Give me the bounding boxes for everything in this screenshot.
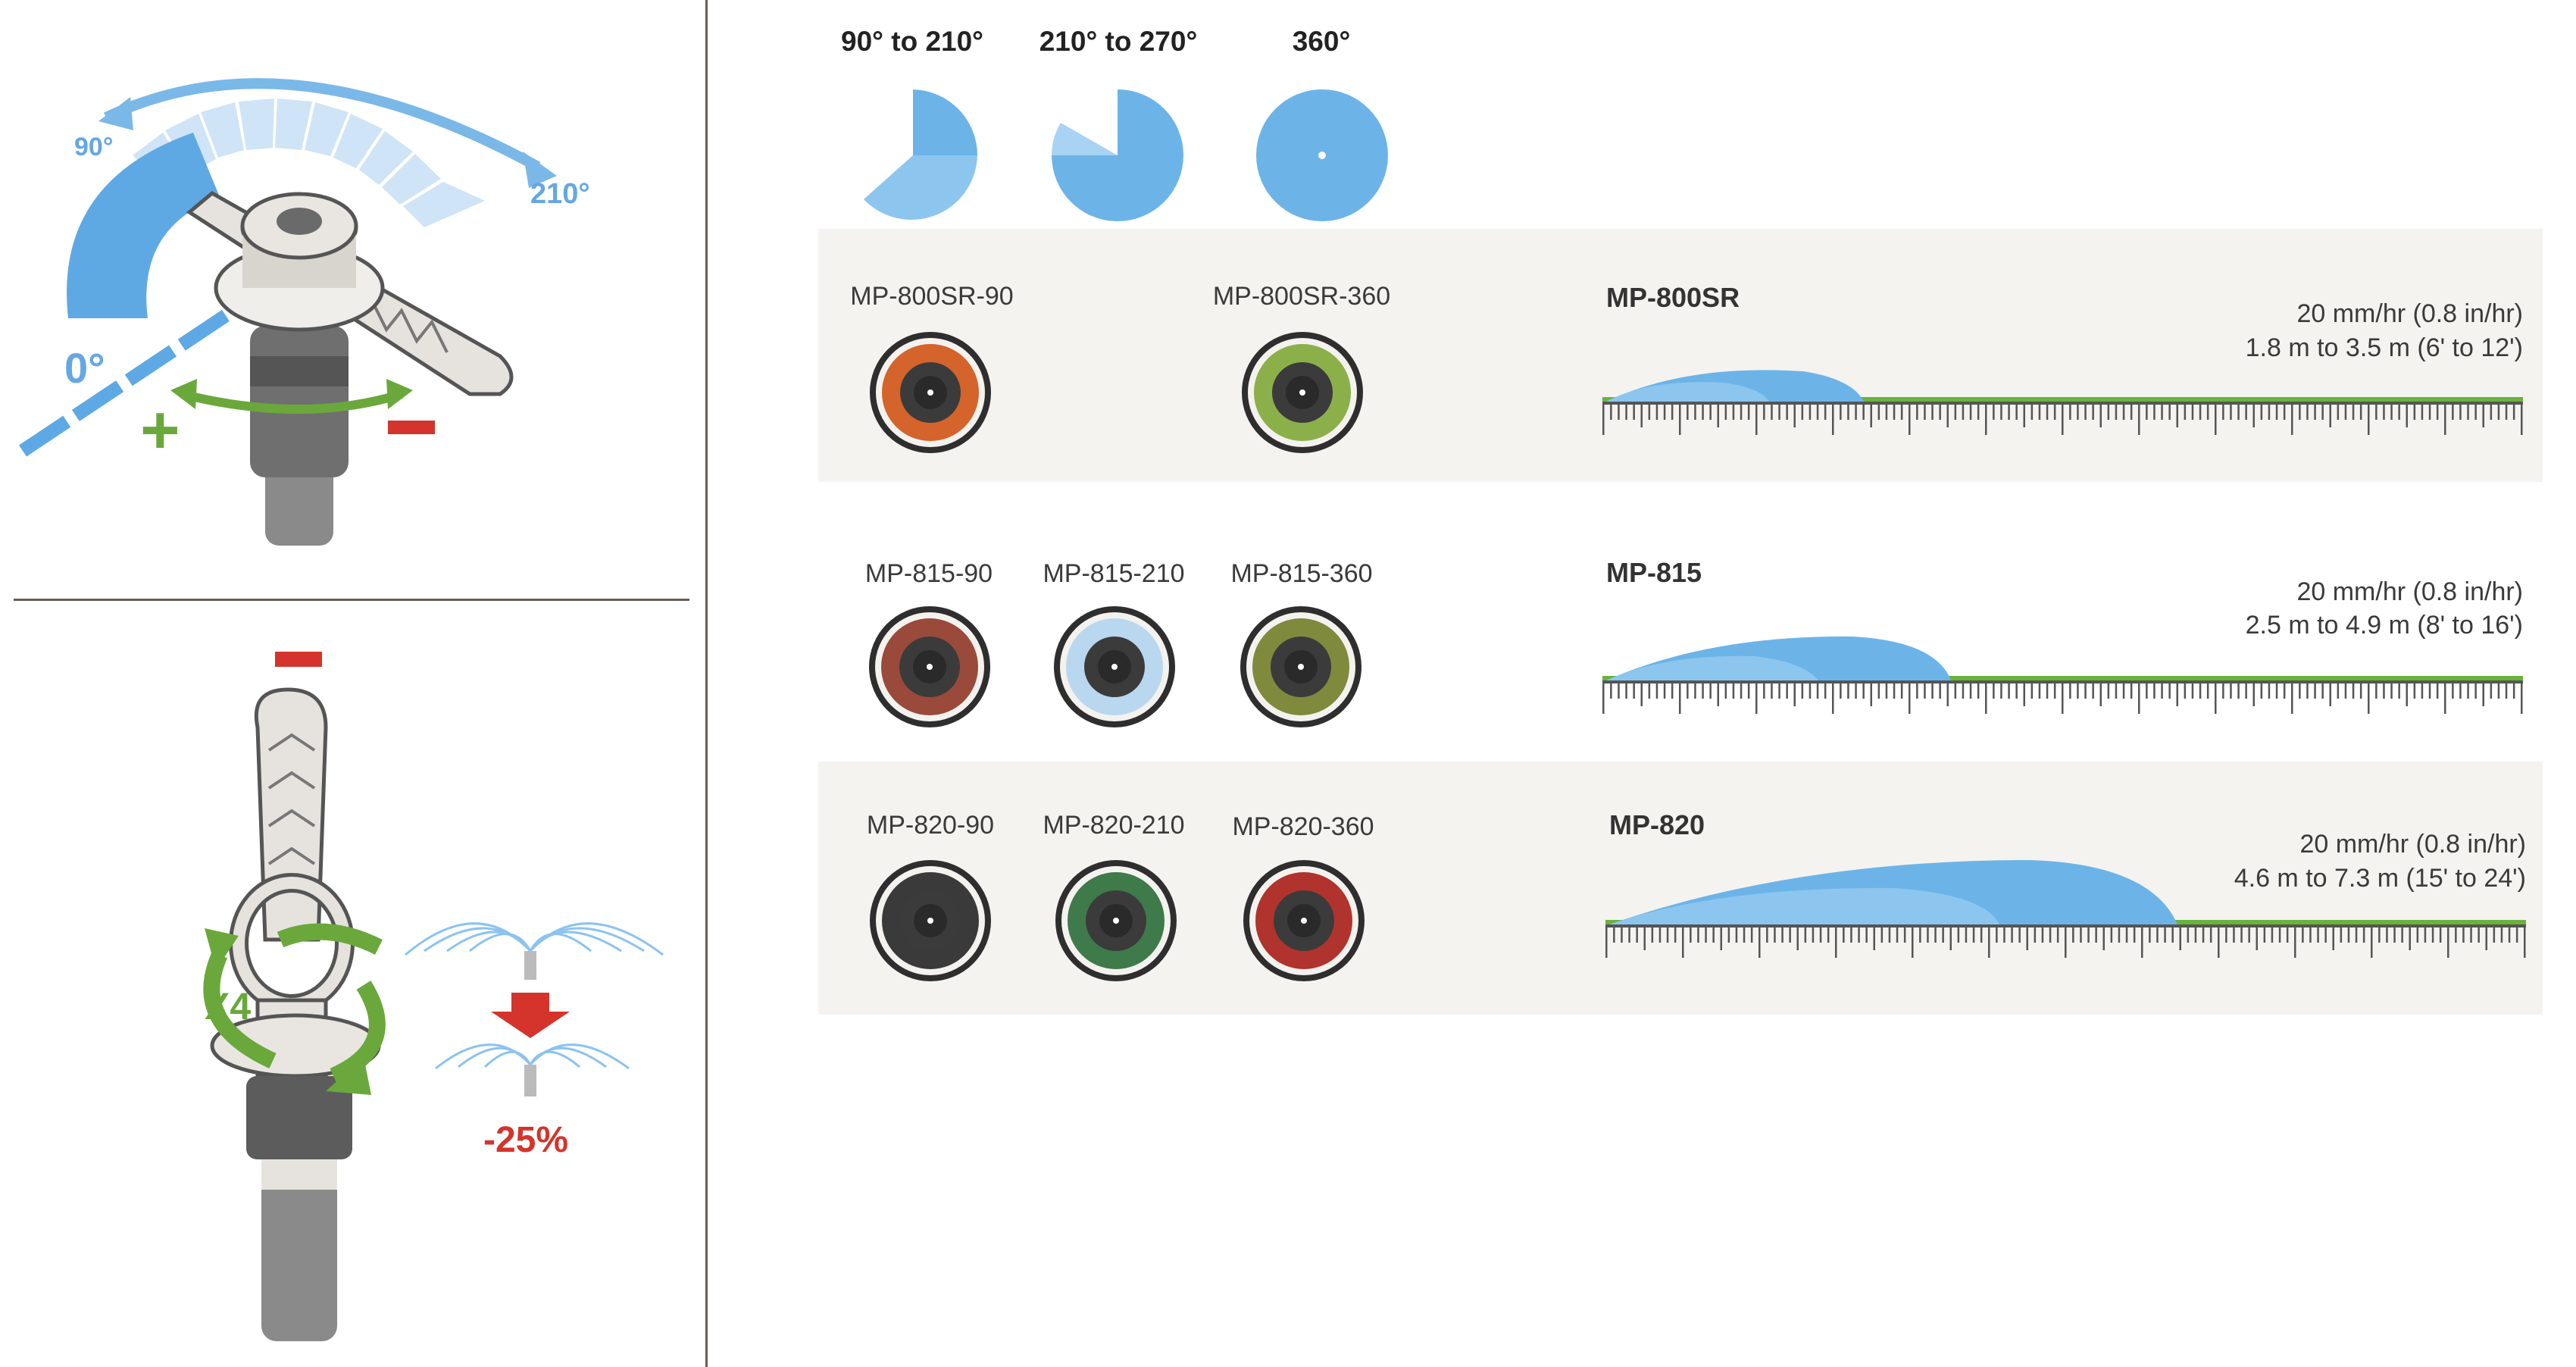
throw-range-mp-815	[1602, 636, 2523, 714]
throw-range-mp-820	[1605, 860, 2526, 958]
angle-min-label: 0°	[64, 344, 105, 392]
spec-rate: 20 mm/hr (0.8 in/hr)	[2296, 577, 2523, 606]
arc-pattern-360	[1256, 89, 1388, 221]
series-band-mp-800sr	[818, 229, 2543, 482]
nozzle-badge	[870, 332, 991, 453]
panel-divider	[14, 599, 689, 601]
minus-sign	[388, 421, 435, 434]
model-label: MP-800SR-360	[1212, 282, 1391, 311]
nozzle-badge	[1055, 860, 1177, 981]
arc-pattern-90-210	[864, 89, 977, 221]
arc-pattern-210-270	[1052, 89, 1183, 221]
model-label: MP-820-360	[1232, 812, 1374, 841]
instruction-panel	[0, 0, 708, 1367]
nozzle-badge	[870, 860, 991, 981]
arc-pattern-icons	[864, 89, 1388, 221]
model-label: MP-815-90	[864, 559, 993, 588]
nozzle-badge	[1242, 332, 1363, 453]
arc-option-label: 90° to 210°	[841, 26, 983, 57]
nozzle-badge	[1243, 860, 1365, 981]
model-label: MP-820-210	[1043, 811, 1185, 840]
series-title: MP-815	[1606, 557, 1702, 588]
model-label: MP-815-210	[1043, 559, 1185, 588]
nozzle-badge	[1054, 606, 1175, 727]
spec-radius: 1.8 m to 3.5 m (6' to 12')	[2245, 333, 2523, 362]
arc-adjust-illustration	[19, 78, 557, 546]
plus-sign: +	[140, 393, 180, 468]
instruction-illustrations: 90° 210° 0° +	[19, 78, 664, 1341]
arc-option-label: 360°	[1292, 26, 1351, 57]
spec-radius: 4.6 m to 7.3 m (15' to 24')	[2234, 864, 2526, 893]
series-title: MP-800SR	[1606, 282, 1740, 313]
radius-adjust-illustration	[203, 652, 664, 1341]
angle-high-label: 210°	[530, 178, 590, 210]
spec-rate: 20 mm/hr (0.8 in/hr)	[2296, 299, 2523, 328]
nozzle-badge	[869, 606, 990, 727]
nozzle-badge	[1240, 606, 1361, 727]
throw-range-mp-800sr	[1602, 370, 2523, 435]
grass-strip	[1602, 397, 2523, 402]
model-label: MP-820-90	[866, 811, 995, 840]
model-label: MP-815-360	[1230, 559, 1373, 588]
spec-rate: 20 mm/hr (0.8 in/hr)	[2299, 830, 2526, 859]
model-label: MP-800SR-90	[850, 282, 1014, 311]
angle-low-label: 90°	[74, 133, 113, 161]
distance-ruler	[1605, 924, 2526, 958]
distance-ruler	[1602, 680, 2523, 714]
spec-radius: 2.5 m to 4.9 m (8' to 16')	[2245, 611, 2523, 640]
grass-strip	[1602, 676, 2523, 680]
reduction-label: -25%	[483, 1120, 568, 1160]
series-title: MP-820	[1609, 809, 1705, 840]
arc-option-label: 210° to 270°	[1039, 26, 1198, 57]
distance-ruler	[1602, 402, 2523, 435]
turns-label: X4	[205, 985, 251, 1028]
